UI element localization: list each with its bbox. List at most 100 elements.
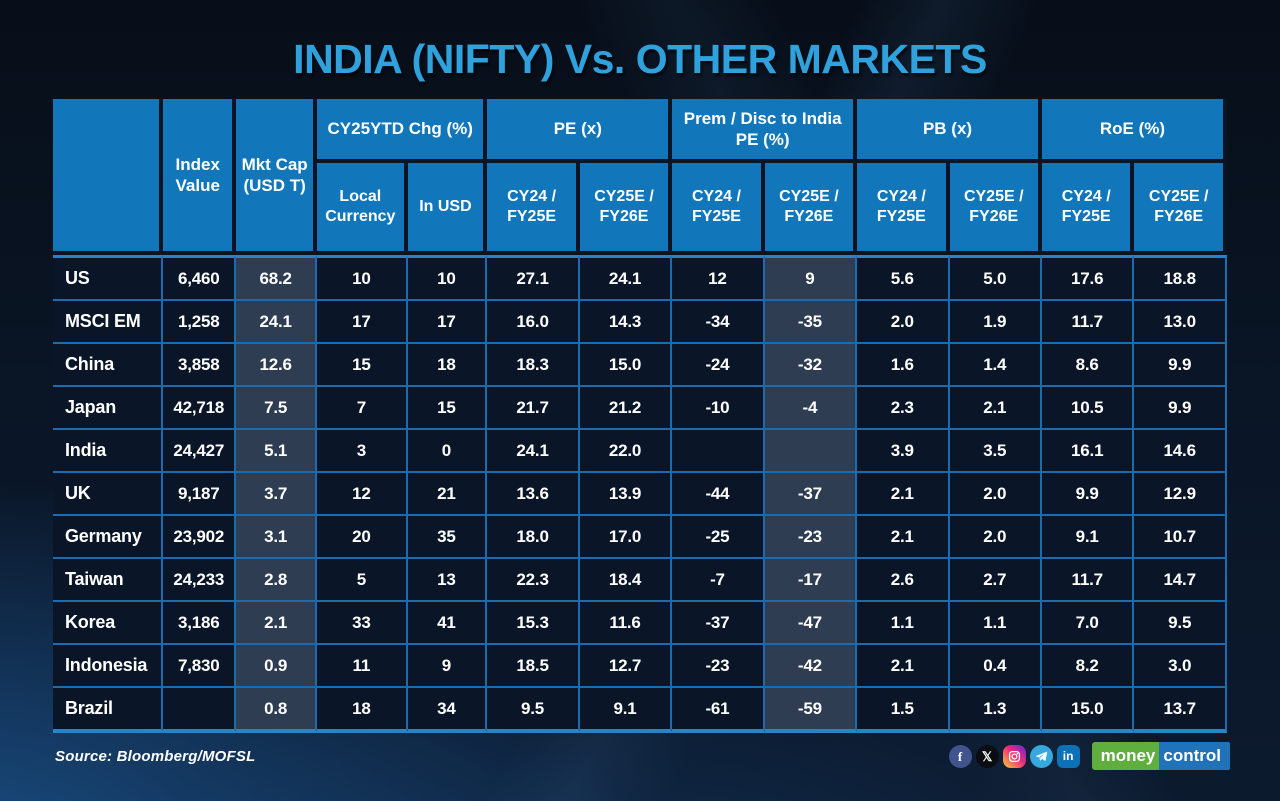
moneycontrol-logo[interactable]: money control xyxy=(1091,742,1230,770)
linkedin-icon[interactable]: in xyxy=(1056,744,1080,768)
cell-brazil-pe-cy25e-fy26e: 9.1 xyxy=(579,688,673,733)
cell-indonesia-cy25ytd-local-currency: 11 xyxy=(317,645,408,688)
cell-taiwan-prem-disc-cy24-fy25e: -7 xyxy=(672,559,765,602)
moneycontrol-logo-control: control xyxy=(1159,742,1230,770)
cell-china-pe-cy25e-fy26e: 15.0 xyxy=(579,344,673,387)
cell-msci-em-pe-cy25e-fy26e: 14.3 xyxy=(579,301,673,344)
cell-uk-pb-cy25e-fy26e: 2.0 xyxy=(949,473,1042,516)
cell-msci-em-index-value: 1,258 xyxy=(163,301,237,344)
cell-us-mkt-cap-usd-t: 68.2 xyxy=(236,255,318,301)
cell-indonesia-cy25ytd-in-usd: 9 xyxy=(407,645,488,688)
cell-indonesia-index-value: 7,830 xyxy=(163,645,237,688)
cell-uk-index-value: 9,187 xyxy=(163,473,237,516)
cell-taiwan-pe-cy24-fy25e: 22.3 xyxy=(487,559,580,602)
cell-msci-em-roe-cy25e-fy26e: 13.0 xyxy=(1134,301,1227,344)
cell-us-pb-cy25e-fy26e: 5.0 xyxy=(949,255,1042,301)
cell-brazil-cy25ytd-in-usd: 34 xyxy=(407,688,488,733)
cell-india-pe-cy25e-fy26e: 22.0 xyxy=(579,430,673,473)
cell-taiwan-prem-disc-cy25e-fy26e: -17 xyxy=(764,559,858,602)
cell-taiwan-index-value: 24,233 xyxy=(163,559,237,602)
cell-china-cy25ytd-local-currency: 15 xyxy=(317,344,408,387)
group-header-roe: RoE (%) xyxy=(1041,99,1227,163)
col-header-mkt-cap-usd-t: Mkt Cap (USD T) xyxy=(236,99,318,255)
cell-korea-index-value: 3,186 xyxy=(163,602,237,645)
row-label-japan: Japan xyxy=(53,387,164,430)
page-title: INDIA (NIFTY) Vs. OTHER MARKETS xyxy=(293,36,987,82)
sub-header-cy25ytd-chg-local-currency: Local Currency xyxy=(317,163,408,255)
table-row-korea: Korea 3,186 2.1 33 41 15.3 11.6 -37 -47 1.1 1.1 7.0… xyxy=(53,602,1227,645)
table-body: US 6,460 68.2 10 10 27.1 24.1 12 9 5.6 5.0 17.6 18.8… xyxy=(53,255,1227,733)
group-header-cy25ytd-chg: CY25YTD Chg (%) xyxy=(317,99,488,163)
row-label-msci-em: MSCI EM xyxy=(53,301,164,344)
cell-japan-prem-disc-cy25e-fy26e: -4 xyxy=(764,387,858,430)
cell-indonesia-roe-cy25e-fy26e: 3.0 xyxy=(1134,645,1227,688)
group-header-pe-x: PE (x) xyxy=(487,99,673,163)
source-note: Source: Bloomberg/MOFSL xyxy=(55,747,256,765)
cell-japan-index-value: 42,718 xyxy=(163,387,237,430)
x-icon[interactable]: 𝕏 xyxy=(975,744,999,768)
cell-china-roe-cy24-fy25e: 8.6 xyxy=(1041,344,1135,387)
cell-korea-cy25ytd-local-currency: 33 xyxy=(317,602,408,645)
cell-brazil-mkt-cap-usd-t: 0.8 xyxy=(236,688,318,733)
cell-germany-roe-cy24-fy25e: 9.1 xyxy=(1041,516,1135,559)
row-label-korea: Korea xyxy=(53,602,164,645)
cell-uk-roe-cy24-fy25e: 9.9 xyxy=(1041,473,1135,516)
telegram-icon[interactable] xyxy=(1029,744,1053,768)
cell-msci-em-pe-cy24-fy25e: 16.0 xyxy=(487,301,580,344)
cell-us-index-value: 6,460 xyxy=(163,255,237,301)
table-row-india: India 24,427 5.1 3 0 24.1 22.0 3.9 3.5 16.1 14.6 xyxy=(53,430,1227,473)
cell-korea-pb-cy24-fy25e: 1.1 xyxy=(857,602,950,645)
cell-taiwan-pe-cy25e-fy26e: 18.4 xyxy=(579,559,673,602)
header-sub-row: Local Currency In USD CY24 / FY25E CY25E / … xyxy=(53,163,1227,255)
cell-uk-pe-cy25e-fy26e: 13.9 xyxy=(579,473,673,516)
cell-korea-pb-cy25e-fy26e: 1.1 xyxy=(949,602,1042,645)
cell-germany-cy25ytd-local-currency: 20 xyxy=(317,516,408,559)
cell-india-pb-cy25e-fy26e: 3.5 xyxy=(949,430,1042,473)
cell-brazil-roe-cy24-fy25e: 15.0 xyxy=(1041,688,1135,733)
cell-japan-pe-cy25e-fy26e: 21.2 xyxy=(579,387,673,430)
cell-us-cy25ytd-local-currency: 10 xyxy=(317,255,408,301)
cell-korea-roe-cy24-fy25e: 7.0 xyxy=(1041,602,1135,645)
cell-brazil-pe-cy24-fy25e: 9.5 xyxy=(487,688,580,733)
cell-msci-em-prem-disc-cy25e-fy26e: -35 xyxy=(764,301,858,344)
cell-msci-em-cy25ytd-in-usd: 17 xyxy=(407,301,488,344)
row-label-indonesia: Indonesia xyxy=(53,645,164,688)
cell-brazil-prem-disc-cy24-fy25e: -61 xyxy=(672,688,765,733)
cell-us-cy25ytd-in-usd: 10 xyxy=(407,255,488,301)
cell-indonesia-pe-cy24-fy25e: 18.5 xyxy=(487,645,580,688)
cell-indonesia-prem-disc-cy24-fy25e: -23 xyxy=(672,645,765,688)
cell-uk-pb-cy24-fy25e: 2.1 xyxy=(857,473,950,516)
cell-uk-prem-disc-cy24-fy25e: -44 xyxy=(672,473,765,516)
cell-china-prem-disc-cy24-fy25e: -24 xyxy=(672,344,765,387)
cell-china-index-value: 3,858 xyxy=(163,344,237,387)
cell-india-cy25ytd-in-usd: 0 xyxy=(407,430,488,473)
cell-china-roe-cy25e-fy26e: 9.9 xyxy=(1134,344,1227,387)
cell-india-prem-disc-cy24-fy25e xyxy=(672,430,765,473)
sub-header-roe-cy24-fy25e: CY24 / FY25E xyxy=(1041,163,1135,255)
cell-msci-em-pb-cy25e-fy26e: 1.9 xyxy=(949,301,1042,344)
cell-germany-cy25ytd-in-usd: 35 xyxy=(407,516,488,559)
cell-brazil-pb-cy24-fy25e: 1.5 xyxy=(857,688,950,733)
cell-msci-em-roe-cy24-fy25e: 11.7 xyxy=(1041,301,1135,344)
cell-us-pe-cy25e-fy26e: 24.1 xyxy=(579,255,673,301)
cell-korea-pe-cy25e-fy26e: 11.6 xyxy=(579,602,673,645)
row-label-china: China xyxy=(53,344,164,387)
cell-indonesia-prem-disc-cy25e-fy26e: -42 xyxy=(764,645,858,688)
cell-india-roe-cy25e-fy26e: 14.6 xyxy=(1134,430,1227,473)
cell-brazil-pb-cy25e-fy26e: 1.3 xyxy=(949,688,1042,733)
sub-header-pb-x-cy24-fy25e: CY24 / FY25E xyxy=(857,163,950,255)
cell-japan-roe-cy25e-fy26e: 9.9 xyxy=(1134,387,1227,430)
cell-us-pb-cy24-fy25e: 5.6 xyxy=(857,255,950,301)
cell-germany-pe-cy24-fy25e: 18.0 xyxy=(487,516,580,559)
facebook-icon[interactable]: f xyxy=(948,744,972,768)
table-row-taiwan: Taiwan 24,233 2.8 5 13 22.3 18.4 -7 -17 2.6 2.7 11.… xyxy=(53,559,1227,602)
instagram-icon[interactable] xyxy=(1002,744,1026,768)
cell-india-mkt-cap-usd-t: 5.1 xyxy=(236,430,318,473)
cell-india-prem-disc-cy25e-fy26e xyxy=(764,430,858,473)
cell-china-mkt-cap-usd-t: 12.6 xyxy=(236,344,318,387)
cell-india-pe-cy24-fy25e: 24.1 xyxy=(487,430,580,473)
table-header: Index Value Mkt Cap (USD T) CY25YTD Chg (%… xyxy=(53,99,1227,255)
sub-header-prem-disc-to-india-pe-cy24-fy25e: CY24 / FY25E xyxy=(672,163,765,255)
row-label-us: US xyxy=(53,255,164,301)
cell-china-pe-cy24-fy25e: 18.3 xyxy=(487,344,580,387)
